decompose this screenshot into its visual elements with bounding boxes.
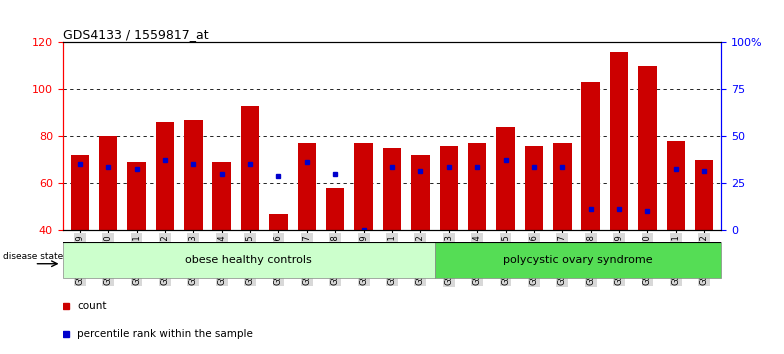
Bar <box>212 162 231 230</box>
Bar <box>553 143 572 230</box>
Bar <box>269 214 288 230</box>
Bar <box>184 120 202 230</box>
Bar <box>354 143 373 230</box>
Bar <box>298 143 316 230</box>
Text: percentile rank within the sample: percentile rank within the sample <box>77 330 253 339</box>
Bar <box>241 106 260 230</box>
Bar <box>496 127 515 230</box>
Bar <box>610 52 628 230</box>
Bar <box>582 82 600 230</box>
Bar <box>695 160 713 230</box>
Bar <box>383 148 401 230</box>
Bar <box>156 122 174 230</box>
Bar <box>666 141 685 230</box>
Bar <box>435 242 721 278</box>
Bar <box>63 242 435 278</box>
Bar <box>99 136 118 230</box>
Text: count: count <box>77 301 107 311</box>
Text: GDS4133 / 1559817_at: GDS4133 / 1559817_at <box>63 28 209 41</box>
Text: polycystic ovary syndrome: polycystic ovary syndrome <box>503 255 653 265</box>
Bar <box>326 188 344 230</box>
Bar <box>638 66 657 230</box>
Bar <box>468 143 486 230</box>
Text: disease state: disease state <box>3 252 64 261</box>
Bar <box>71 155 89 230</box>
Bar <box>440 146 458 230</box>
Bar <box>127 162 146 230</box>
Bar <box>411 155 430 230</box>
Text: obese healthy controls: obese healthy controls <box>186 255 312 265</box>
Bar <box>524 146 543 230</box>
